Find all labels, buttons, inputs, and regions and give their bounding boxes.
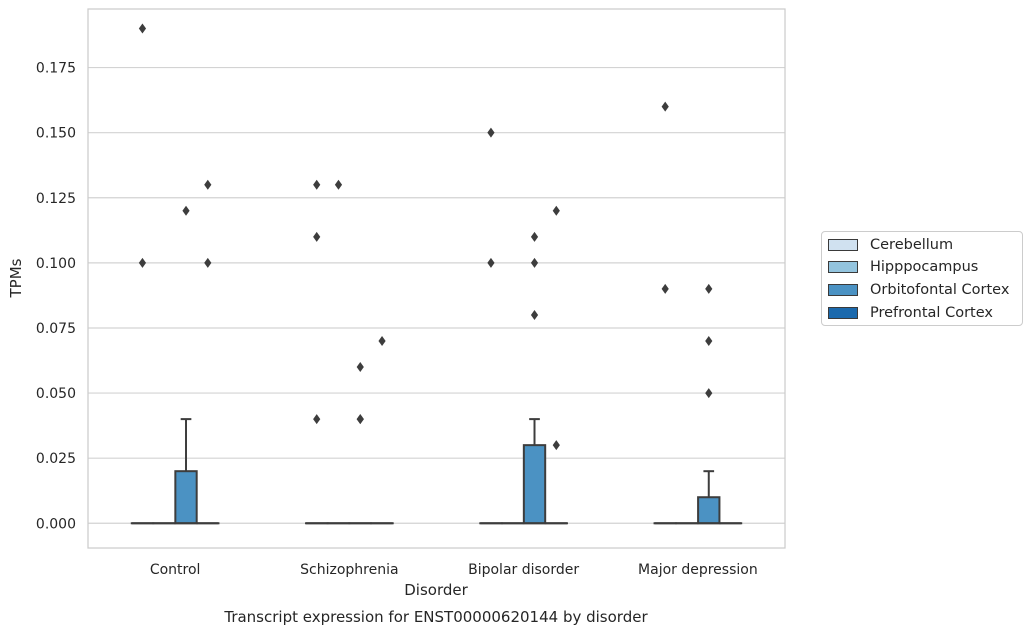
y-axis-label: TPMs	[7, 258, 25, 298]
box-body	[697, 496, 721, 525]
flier-point	[552, 205, 560, 216]
flier-point	[552, 440, 560, 451]
x-tick-label: Control	[150, 562, 201, 578]
x-tick-label: Bipolar disorder	[468, 562, 579, 578]
chart-caption: Transcript expression for ENST0000062014…	[223, 608, 648, 626]
flier-point	[705, 283, 713, 294]
legend-item-orbitofrontal-cortex: Orbitofontal Cortex	[828, 280, 1009, 300]
flier-point	[356, 362, 364, 373]
flier-point	[378, 335, 386, 346]
flier-point	[530, 309, 539, 320]
flier-point	[705, 388, 713, 399]
legend-label: Cerebellum	[870, 237, 954, 253]
y-tick-label: 0.025	[36, 451, 76, 467]
legend-swatch-prefrontal-cortex	[828, 307, 858, 319]
boxes	[130, 418, 743, 525]
fliers	[138, 23, 713, 451]
y-tick-label: 0.150	[36, 126, 76, 142]
flier-point	[530, 257, 539, 268]
flier-point	[334, 179, 343, 190]
flier-point	[204, 257, 212, 268]
plot-frame	[87, 8, 786, 549]
box-body	[174, 470, 198, 525]
legend-swatch-cerebellum	[828, 239, 858, 251]
flier-point	[487, 257, 495, 268]
flier-point	[138, 257, 147, 268]
x-tick-label: Major depression	[638, 562, 758, 578]
plot-area	[88, 9, 785, 548]
flier-point	[530, 231, 539, 242]
y-tick-labels: 0.000 0.025 0.050 0.075 0.100 0.125 0.150 0.175	[36, 61, 76, 533]
box-orbitofontal-cortex	[522, 418, 547, 525]
x-axis-label: Disorder	[404, 581, 468, 599]
legend-label: Prefrontal Cortex	[870, 305, 993, 321]
legend-label: Orbitofontal Cortex	[870, 282, 1010, 298]
x-tick-labels: Control Schizophrenia Bipolar disorder Majo…	[150, 562, 758, 578]
flier-point	[204, 179, 212, 190]
legend-item-prefrontal-cortex: Prefrontal Cortex	[828, 303, 993, 323]
y-tick-label: 0.175	[36, 61, 76, 77]
flier-point	[313, 179, 321, 190]
flier-point	[313, 231, 321, 242]
legend-label: Hipppocampus	[870, 259, 979, 275]
legend: Cerebellum Hipppocampus Orbitofontal Cor…	[821, 231, 1023, 326]
y-tick-label: 0.000	[36, 516, 76, 532]
box-body	[522, 444, 547, 525]
legend-item-cerebellum: Cerebellum	[828, 235, 953, 255]
x-tick-label: Schizophrenia	[300, 562, 398, 578]
legend-item-hippocampus: Hipppocampus	[828, 257, 978, 277]
flier-point	[356, 414, 364, 425]
box-orbitofontal-cortex	[697, 470, 721, 525]
y-tick-label: 0.100	[36, 256, 76, 272]
flier-point	[705, 335, 713, 346]
box-orbitofontal-cortex	[174, 418, 198, 525]
flier-point	[661, 283, 669, 294]
flier-point	[138, 23, 147, 34]
flier-point	[487, 127, 495, 138]
legend-swatch-hippocampus	[828, 261, 858, 273]
flier-point	[313, 414, 321, 425]
flier-point	[661, 101, 669, 112]
legend-swatch-orbitofrontal-cortex	[828, 284, 858, 296]
flier-point	[182, 205, 190, 216]
y-tick-label: 0.125	[36, 191, 76, 207]
y-tick-label: 0.050	[36, 386, 76, 402]
y-tick-label: 0.075	[36, 321, 76, 337]
